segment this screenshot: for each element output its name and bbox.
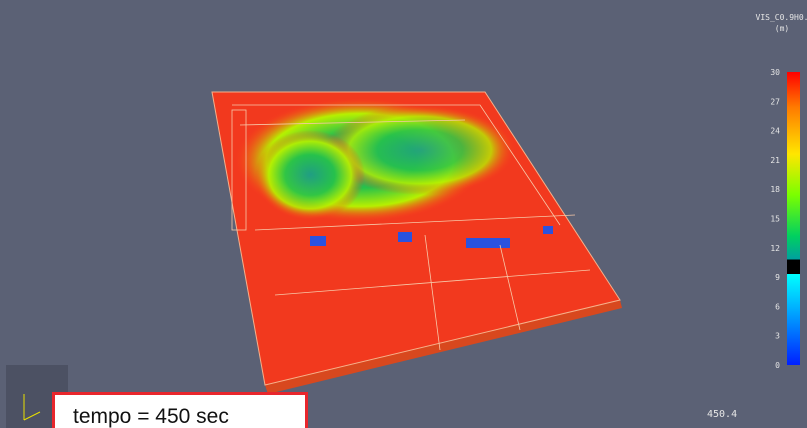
visibility-field [255,130,365,220]
colorbar-tick-label: 3 [775,332,780,341]
colorbar-tick-label: 15 [770,215,780,224]
colorbar [787,72,800,365]
colorbar-tick-label: 9 [775,273,780,282]
low-visibility-patches [310,226,553,248]
colorbar-tick-label: 0 [775,361,780,370]
caption: tempo = 450 sec [52,392,308,428]
colorbar-tick-label: 21 [770,156,780,165]
colorbar-tick-label: 12 [770,244,780,253]
walls [231,104,591,351]
axis [23,411,41,421]
colorbar-tick-label: 24 [770,127,780,136]
colorbar-tick-label: 27 [770,97,780,106]
colorbar-unit: (m) [775,24,789,33]
colorbar-title: VIS_C0.9H0. [756,13,807,22]
colorbar-tick-label: 18 [770,185,780,194]
colorbar-tick-label: 30 [770,68,780,77]
visibility-field [325,105,515,195]
time-readout: 450.4 [707,409,737,420]
colorbar-tick-label: 6 [775,302,780,311]
slab-edge [265,300,622,394]
